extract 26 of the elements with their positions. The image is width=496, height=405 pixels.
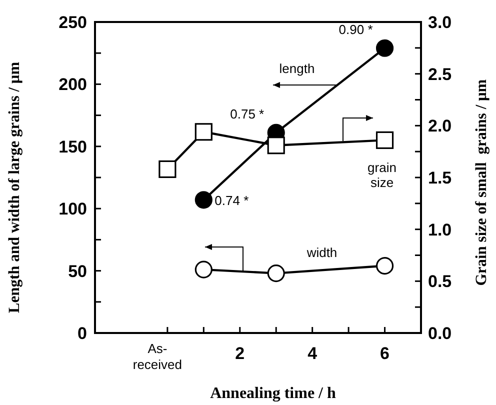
x-tick-label: 4 [308,344,318,363]
y2-tick-label: 3.0 [428,12,452,32]
y-tick-label: 250 [58,12,87,32]
annotation: 0.74 * [214,192,249,208]
x-tick-label: 2 [235,344,245,363]
y2-tick-label: 1.0 [428,220,452,240]
series-label: width [306,245,338,260]
y-tick-label: 50 [68,262,87,281]
y2-tick-label: 2.0 [428,116,452,136]
annotation: 0.90 * [338,22,373,38]
y-tick-label: 150 [58,137,87,156]
y2-tick-label: 0.5 [428,272,452,292]
y-axis-title: Length and width of large grains / μm [6,62,23,314]
series-label: length [279,61,315,76]
y2-tick-label: 2.5 [428,64,452,84]
y-tick-label: 100 [58,200,87,219]
x-tick-label: 6 [380,344,390,363]
x-tick-label: As-received [132,341,182,372]
y-tick-label: 200 [58,75,87,94]
x-axis-title: Annealing time / h [210,385,336,402]
series-label: grain size [368,160,396,190]
y-tick-label: 0 [78,324,87,343]
y2-axis-title: Grain size of small grains / μm [473,79,490,286]
y2-tick-label: 1.5 [428,168,452,188]
annotation: 0.75 * [230,106,264,122]
y2-tick-label: 0.0 [428,324,452,343]
